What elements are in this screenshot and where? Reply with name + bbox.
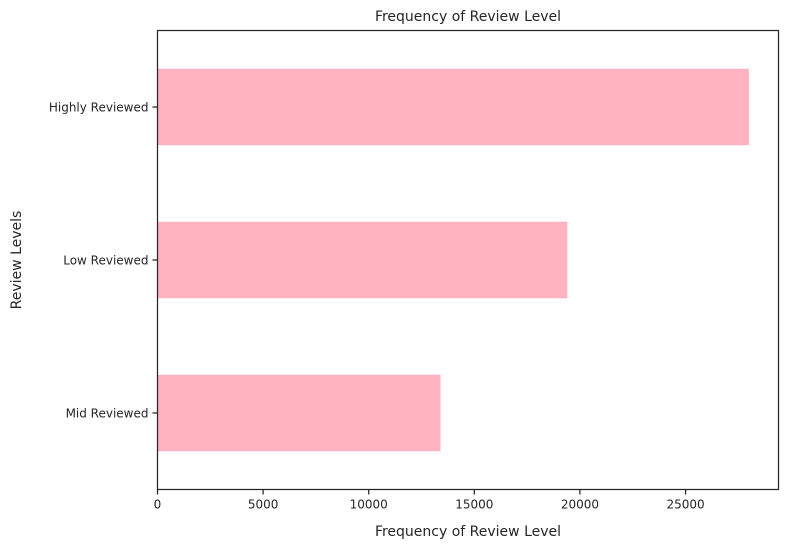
bar-highly-reviewed — [157, 68, 749, 146]
x-axis-label: Frequency of Review Level — [375, 524, 561, 540]
x-tick-label: 15000 — [455, 498, 493, 512]
x-tick-label: 25000 — [666, 498, 704, 512]
x-tick-label: 10000 — [350, 498, 388, 512]
x-axis-ticks: 0 5000 10000 15000 20000 25000 — [154, 489, 705, 512]
chart-title: Frequency of Review Level — [375, 9, 561, 25]
y-axis-ticks: Highly Reviewed Low Reviewed Mid Reviewed — [49, 101, 158, 421]
y-tick-label: Highly Reviewed — [49, 101, 149, 115]
y-axis-label: Review Levels — [9, 211, 25, 310]
x-tick-label: 0 — [154, 498, 162, 512]
x-tick-label: 5000 — [248, 498, 279, 512]
bar-low-reviewed — [157, 221, 568, 299]
y-tick-label: Low Reviewed — [63, 254, 148, 268]
y-tick-label: Mid Reviewed — [66, 407, 149, 421]
bars-group — [157, 68, 749, 452]
bar-mid-reviewed — [157, 374, 441, 452]
x-tick-label: 20000 — [561, 498, 599, 512]
